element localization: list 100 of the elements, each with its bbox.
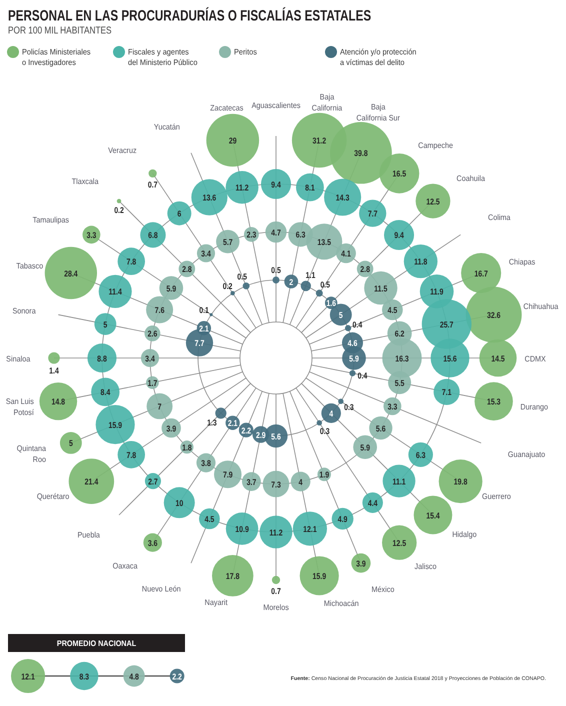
data-label: 7.8: [126, 450, 137, 460]
data-label: 11.1: [392, 476, 406, 486]
category-label: Baja California: [312, 92, 343, 112]
data-label: 6.3: [296, 230, 306, 240]
data-label: 12.5: [426, 196, 440, 206]
text: PERSONAL EN LAS PROCURADURÍAS O FISCALÍAS ESTATALES: [8, 6, 372, 24]
data-label: 5.6: [376, 423, 386, 433]
data-label: 2.3: [246, 230, 257, 240]
category-label: Zacatecas: [210, 102, 244, 112]
data-label: 3.4: [201, 248, 212, 258]
category-label: Campeche: [418, 140, 453, 150]
data-label: 7.1: [442, 387, 452, 397]
data-label: 14.3: [336, 192, 350, 202]
category-label: Chihuahua: [523, 300, 559, 310]
data-label: 11.2: [269, 527, 284, 537]
data-label: 7.7: [368, 208, 378, 218]
data-label: 0.5: [271, 264, 282, 274]
data-label: 5.5: [394, 378, 406, 388]
data-label: 3.9: [166, 423, 177, 433]
data-label: 1.4: [49, 366, 60, 376]
data-label: 5: [338, 310, 344, 320]
data-label: 3.6: [148, 538, 158, 548]
data-label: 3.4: [145, 353, 156, 363]
data-label: 2.7: [148, 476, 158, 486]
data-label: 7.7: [194, 338, 204, 348]
data-label: 2: [289, 276, 294, 286]
data-label: 4.5: [388, 304, 398, 315]
data-label: 25.7: [440, 319, 454, 329]
data-label: 0.3: [344, 402, 354, 412]
data-label: 5.7: [222, 236, 233, 247]
legend-label: Policías Ministeriales o Investigadores: [22, 46, 91, 67]
data-label: 17.8: [226, 570, 240, 581]
data-label: 7.3: [271, 479, 282, 489]
data-label: 11.5: [374, 283, 388, 293]
data-label: 31.2: [312, 135, 327, 146]
data-label: 10.9: [235, 524, 250, 534]
data-label: 2.2: [172, 671, 183, 681]
category-label: Querétaro: [36, 491, 70, 501]
data-label: 2.8: [182, 264, 192, 274]
data-label: 21.4: [84, 476, 99, 486]
category-label: Oaxaca: [112, 560, 138, 570]
data-label: 5.6: [271, 431, 282, 441]
category-label: Tamaulipas: [32, 214, 70, 224]
data-label: 13.6: [202, 192, 217, 202]
data-label: 11.9: [430, 286, 444, 296]
category-label: Nayarit: [204, 596, 228, 606]
category-label: Baja California Sur: [356, 101, 400, 122]
category-label: Jalisco: [414, 560, 437, 570]
data-label: 29: [228, 135, 238, 146]
data-label: 4.1: [341, 248, 352, 258]
data-label: 32.6: [486, 310, 502, 320]
data-label: 15.3: [486, 396, 502, 406]
data-label: 3.9: [356, 558, 366, 568]
category-label: Coahuila: [456, 173, 486, 182]
data-label: 14.8: [51, 396, 66, 406]
data-label: 16.3: [395, 353, 410, 363]
data-label: 11.8: [414, 256, 428, 266]
data-label: 4.6: [348, 338, 358, 348]
legend-label: Fiscales y agentes del Ministerio Público: [128, 46, 198, 67]
data-label: 5: [68, 438, 74, 448]
data-label: 2.8: [360, 264, 371, 274]
category-label: Guerrero: [482, 491, 511, 501]
data-label: 28.4: [64, 268, 78, 278]
data-label: 1.7: [148, 378, 158, 388]
category-label: San Luis Potosí: [6, 396, 35, 417]
data-label: 4: [298, 476, 304, 486]
data-label: 1.8: [182, 442, 192, 452]
data-label: 13.5: [317, 236, 332, 247]
category-label: Hidalgo: [452, 529, 477, 539]
data-label: 7.6: [154, 304, 166, 315]
data-label: 1.1: [306, 270, 316, 280]
data-label: 0.5: [237, 271, 248, 282]
data-label: 7.9: [222, 469, 234, 480]
data-label: 15.9: [312, 570, 327, 581]
data-label: 12.1: [21, 671, 36, 681]
data-label: 3.3: [86, 230, 97, 240]
category-label: Veracruz: [108, 144, 137, 154]
data-label: 0.2: [222, 280, 234, 290]
data-label: 3.7: [246, 476, 256, 486]
data-label: 3.8: [201, 458, 212, 468]
data-label: 2.6: [148, 328, 158, 338]
data-label: 2.2: [241, 425, 252, 435]
category-label: Morelos: [263, 602, 289, 612]
data-label: 0.7: [271, 586, 281, 596]
category-label: Nuevo León: [142, 584, 181, 594]
category-label: Guanajuato: [508, 449, 546, 459]
data-label: 11.2: [235, 182, 250, 192]
data-label: 2.1: [228, 418, 238, 428]
data-label: 16.7: [474, 268, 488, 278]
data-label: 0.5: [320, 280, 331, 290]
data-label: 0.2: [114, 204, 124, 215]
data-label: 16.5: [392, 168, 407, 178]
category-label: Yucatán: [154, 122, 180, 132]
category-label: Michoacán: [324, 598, 359, 608]
category-label: Puebla: [78, 530, 101, 540]
data-label: 4.8: [129, 671, 140, 681]
data-label: 12.5: [392, 538, 407, 548]
data-label: 7: [158, 401, 162, 412]
category-label: Tabasco: [16, 260, 44, 270]
category-label: Aguascalientes: [252, 100, 301, 110]
